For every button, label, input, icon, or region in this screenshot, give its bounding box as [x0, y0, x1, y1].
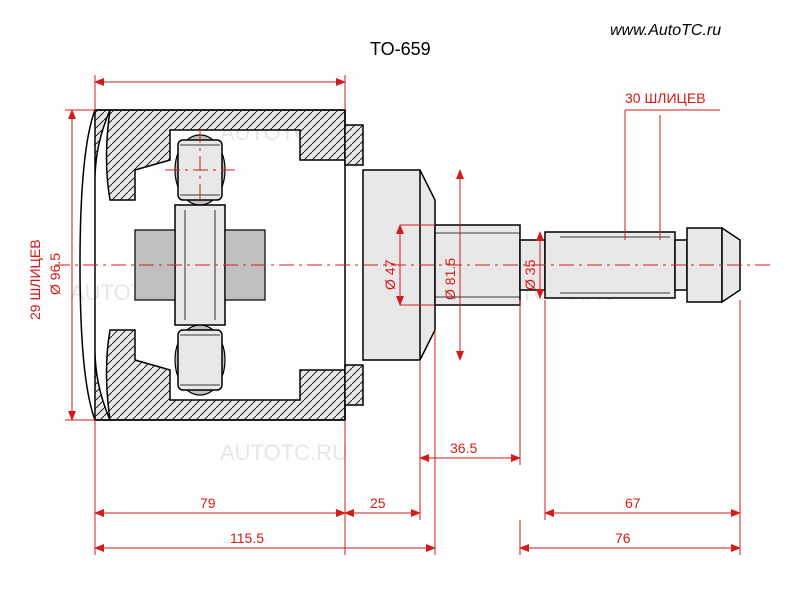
inner-bearing-assembly — [135, 128, 265, 395]
dim-81-5: Ø 81.5 — [442, 258, 458, 300]
technical-drawing-svg: TO-659 www.AutoTC.ru 29 ШЛИЦЕВ Ø 96.5 30… — [0, 0, 800, 600]
dim-115-5: 115.5 — [230, 530, 264, 546]
part-number-label: TO-659 — [370, 39, 431, 59]
dim-79: 79 — [200, 495, 216, 511]
dim-67: 67 — [625, 495, 641, 511]
drawing-container: AUTOTC.RU AUTOTC.RU AUTOTC.RU AUTOTC.RU — [0, 0, 800, 600]
dim-36-5: 36.5 — [450, 440, 477, 456]
dim-96-5: Ø 96.5 — [47, 253, 63, 295]
dim-35: Ø 35 — [522, 259, 538, 290]
dim-25: 25 — [370, 495, 386, 511]
dim-76: 76 — [615, 530, 631, 546]
dim-47: Ø 47 — [382, 259, 398, 290]
spline-right-label: 30 ШЛИЦЕВ — [625, 90, 706, 106]
url-label: www.AutoTC.ru — [610, 22, 721, 39]
spline-left-label: 29 ШЛИЦЕВ — [27, 239, 43, 320]
